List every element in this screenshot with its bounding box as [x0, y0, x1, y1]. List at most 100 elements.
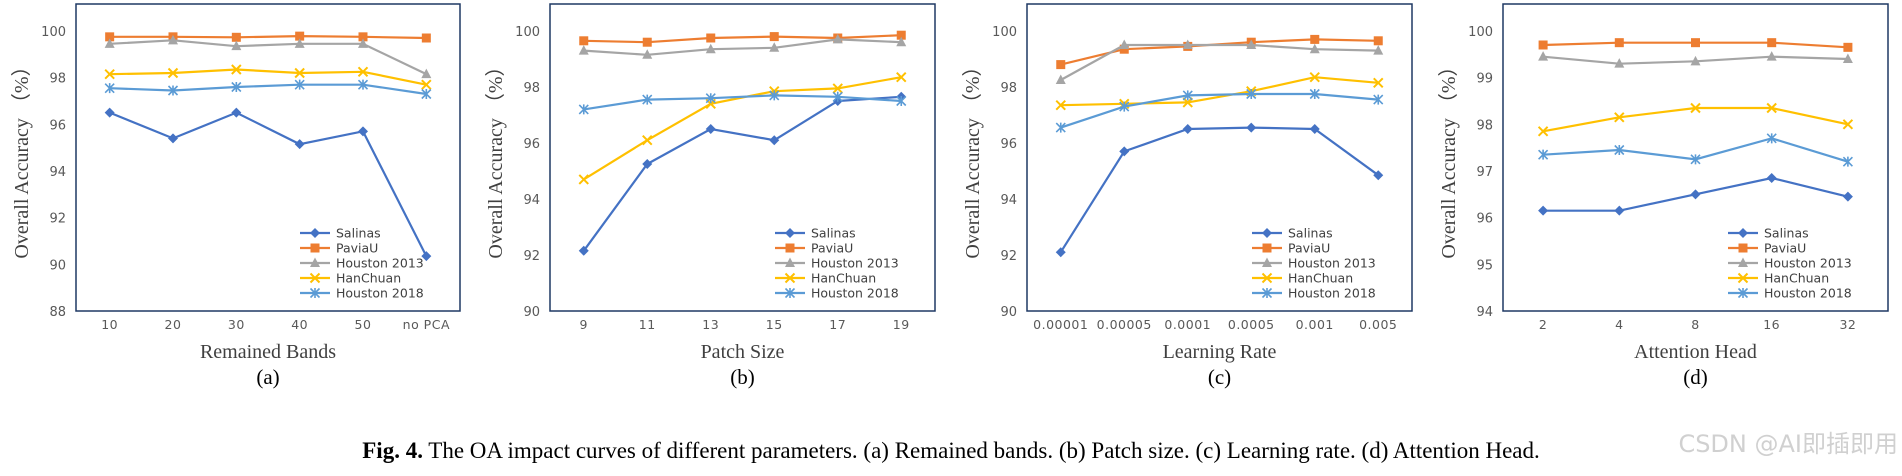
legend-label: Houston 2013 [811, 256, 899, 271]
legend-label: Houston 2018 [811, 286, 899, 301]
data-point [1614, 58, 1625, 68]
data-point [1182, 124, 1193, 134]
x-axis-label: Attention Head [1634, 341, 1757, 363]
caption-text: The OA impact curves of different parame… [422, 438, 1540, 463]
series-paviau [1538, 38, 1853, 52]
data-point [168, 133, 178, 144]
series-line [583, 38, 902, 56]
x-tick-label: 17 [829, 317, 846, 332]
series-houston-2013 [1538, 51, 1853, 68]
x-tick-label: 0.0001 [1164, 317, 1211, 332]
data-point [1843, 42, 1853, 52]
data-point [896, 71, 907, 83]
data-point [421, 79, 432, 90]
data-point [1766, 51, 1777, 61]
data-point [1119, 39, 1130, 49]
data-point [1309, 71, 1320, 83]
y-tick-label: 96 [49, 118, 66, 133]
y-tick-label: 94 [1476, 305, 1493, 320]
data-point [1055, 99, 1066, 111]
legend-marker [309, 287, 321, 299]
plot-frame [549, 3, 936, 312]
x-tick-label: 0.0005 [1228, 317, 1275, 332]
data-point [1690, 55, 1701, 66]
series-hanchuan [1055, 71, 1384, 111]
data-point [1373, 94, 1384, 105]
data-point [896, 30, 906, 40]
legend-item: PaviaU [775, 241, 853, 256]
data-point [642, 49, 653, 59]
series-line [109, 39, 427, 76]
data-point [769, 42, 780, 52]
data-point [295, 31, 305, 41]
series-hanchuan [104, 64, 432, 90]
data-point [1842, 119, 1854, 130]
legend-label: Salinas [811, 226, 856, 241]
data-point [294, 67, 305, 79]
data-point [1309, 88, 1320, 100]
data-point [231, 40, 242, 51]
y-tick-label: 100 [992, 25, 1017, 40]
data-point [231, 64, 242, 75]
data-point [642, 37, 652, 47]
data-point [231, 32, 241, 42]
watermark: CSDN @AI即插即用 [1678, 430, 1898, 458]
series-houston-2018 [1538, 133, 1853, 167]
data-point [705, 43, 716, 54]
series-salinas [104, 107, 432, 262]
data-point [578, 104, 589, 115]
legend-marker [785, 243, 795, 253]
y-tick-label: 96 [523, 137, 540, 152]
data-point [1373, 77, 1384, 89]
x-axis-label: Remained Bands [200, 341, 336, 363]
x-tick-label: 8 [1691, 317, 1699, 332]
series-line [109, 83, 427, 96]
data-point [1538, 149, 1549, 160]
series-line [1542, 106, 1849, 133]
data-point [104, 68, 115, 80]
data-point [1373, 45, 1384, 55]
data-point [1538, 51, 1549, 61]
data-point [1182, 90, 1193, 101]
legend-marker [1262, 257, 1272, 267]
x-tick-label: no PCA [403, 317, 450, 332]
data-point [104, 38, 115, 48]
data-point [1690, 189, 1701, 200]
y-tick-label: 92 [1000, 249, 1017, 264]
chart-panel-b: 90 92 94 96 98 100 9 11 13 15 17 19 Patch Size Overal… [484, 3, 936, 389]
x-tick-label: 0.005 [1359, 317, 1397, 332]
legend-label: Salinas [336, 226, 381, 241]
x-axis-label: Patch Size [701, 341, 785, 363]
data-point [1537, 126, 1549, 137]
data-point [705, 93, 716, 104]
data-point [294, 79, 305, 90]
data-point [421, 251, 432, 262]
y-axis-label: Overall Accuracy （%） [961, 56, 984, 258]
legend-marker [784, 272, 796, 284]
legend-marker [310, 243, 320, 253]
data-point [1766, 133, 1777, 144]
legend-item: HanChuan [1728, 271, 1829, 286]
data-point [832, 83, 843, 94]
legend-item: Houston 2013 [775, 256, 899, 271]
legend-marker [1261, 287, 1273, 299]
legend-label: Salinas [1288, 226, 1333, 241]
chart-panel-d: 94 95 96 97 98 99 100 2 4 8 16 32 Attention Head Over… [1437, 3, 1889, 389]
y-tick-label: 96 [1000, 137, 1017, 152]
data-point [1842, 191, 1853, 202]
data-point [1182, 39, 1193, 49]
legend-marker [1738, 257, 1748, 267]
y-tick-label: 90 [523, 305, 540, 320]
data-point [578, 45, 589, 55]
series-houston-2018 [104, 79, 432, 100]
data-point [358, 126, 368, 137]
data-point [1766, 102, 1777, 114]
data-point [578, 174, 589, 185]
series-line [1059, 126, 1379, 253]
x-tick-label: 32 [1839, 317, 1856, 332]
data-point [832, 91, 843, 102]
